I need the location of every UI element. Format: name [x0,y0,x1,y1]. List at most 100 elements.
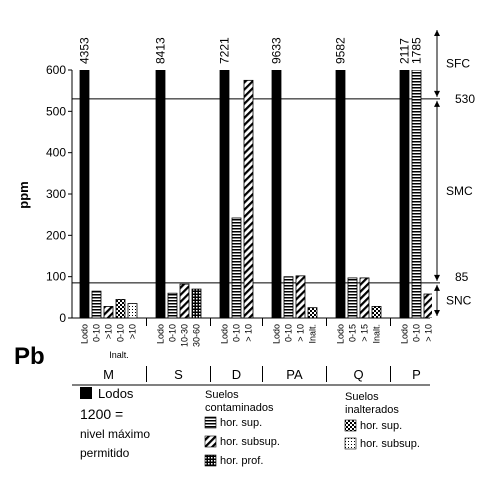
value-label: 2117 [398,38,412,64]
value-label: 7221 [218,37,232,64]
bar [347,277,358,318]
bar [411,70,422,318]
bar [167,292,178,318]
arrow-head [434,274,440,281]
legend-label: hor. subsup. [220,436,280,448]
legend-title: Suelos [345,391,379,403]
bar [307,307,318,318]
legend-note: 1200 = [80,406,123,422]
x-tick-label: Lodo [336,324,346,344]
x-tick-label: > 10 [296,324,306,342]
bar [115,298,126,318]
bar [231,217,242,318]
legend-title: Suelos [205,389,239,401]
bar [127,303,138,318]
bar [283,276,294,318]
bar [423,293,432,318]
value-label: 1785 [410,37,424,64]
legend-swatch [80,387,92,399]
x-tick-label: Lodo [80,324,90,344]
arrow-head [434,90,440,97]
x-tick-label: >10 [128,324,138,339]
x-tick-label: > 10 [424,324,434,342]
group-label: D [232,367,241,382]
bar [399,70,410,318]
y-tick-label: 100 [46,270,66,284]
legend-swatch [344,419,357,432]
group-label: P [412,367,421,382]
bar [103,306,114,318]
x-tick-label: 0-15 [348,324,358,342]
value-label: 8413 [154,37,168,64]
value-label: 4353 [78,37,92,64]
legend-swatch [204,454,217,467]
x-tick-label: > 15 [360,324,370,342]
bar [191,288,202,318]
legend-label: hor. subsup. [360,438,420,450]
arrow-head [434,30,440,36]
legend-label: hor. prof. [220,455,263,467]
x-tick-label: 10-30 [180,324,190,347]
arrow-head [434,284,440,291]
x-tick-label: 0-10 [92,324,102,342]
x-tick-label: 0-10 [412,324,422,342]
legend-label: hor. sup. [360,420,402,432]
legend-title: contaminados [205,402,274,414]
bar [79,70,90,318]
x-tick-label: 0-10 [284,324,294,342]
x-tick-label: Inalt. [372,324,382,344]
legend-swatch [344,437,357,450]
bar [371,306,382,318]
x-tick-label: 0-10 [116,324,126,342]
x-tick-label: Lodo [272,324,282,344]
x-tick-label: Lodo [400,324,410,344]
y-tick-label: 600 [46,63,66,77]
x-tick-label: >10 [104,324,114,339]
bar [335,70,346,318]
x-tick-label: Lodo [156,324,166,344]
legend-title: inalterados [345,404,399,416]
value-label: 9633 [270,37,284,64]
bars [79,70,432,318]
chart-title: Pb [14,343,45,370]
group-label: PA [286,367,303,382]
x-tick-label: > 10 [244,324,254,342]
zone-label: SMC [446,184,473,198]
reference-label: 85 [455,270,469,284]
bar [295,275,306,318]
bar [179,283,190,318]
x-tick-label: 0-10 [232,324,242,342]
y-tick-label: 500 [46,104,66,118]
y-axis-label: ppm [16,181,31,208]
x-tick-label: Lodo [220,324,230,344]
legend-label: hor. sup. [220,417,262,429]
arrow-head [434,100,440,107]
group-label: M [103,367,114,382]
group-label: Q [353,367,363,382]
group-note: Inalt. [109,350,129,360]
value-label: 9582 [334,37,348,64]
group-label: S [174,367,183,382]
legend-swatch [204,435,217,448]
bar [271,70,282,318]
x-tick-label: 30-60 [192,324,202,347]
reference-label: 530 [455,92,475,106]
zone-label: SNC [446,293,472,307]
x-tick-label: 0-10 [168,324,178,342]
legend-label: Lodos [98,386,134,401]
bar [243,79,254,318]
zone-label: SFC [446,56,470,70]
y-tick-label: 200 [46,228,66,242]
bar [91,290,102,318]
bar [155,70,166,318]
y-tick-label: 0 [59,311,66,325]
y-tick-label: 400 [46,146,66,160]
legend-note: permitido [80,446,130,460]
bar [219,70,230,318]
arrow-head [434,310,440,316]
legend-swatch [204,416,217,429]
x-tick-label: Inalt. [308,324,318,344]
y-tick-label: 300 [46,187,66,201]
bar [359,277,370,318]
